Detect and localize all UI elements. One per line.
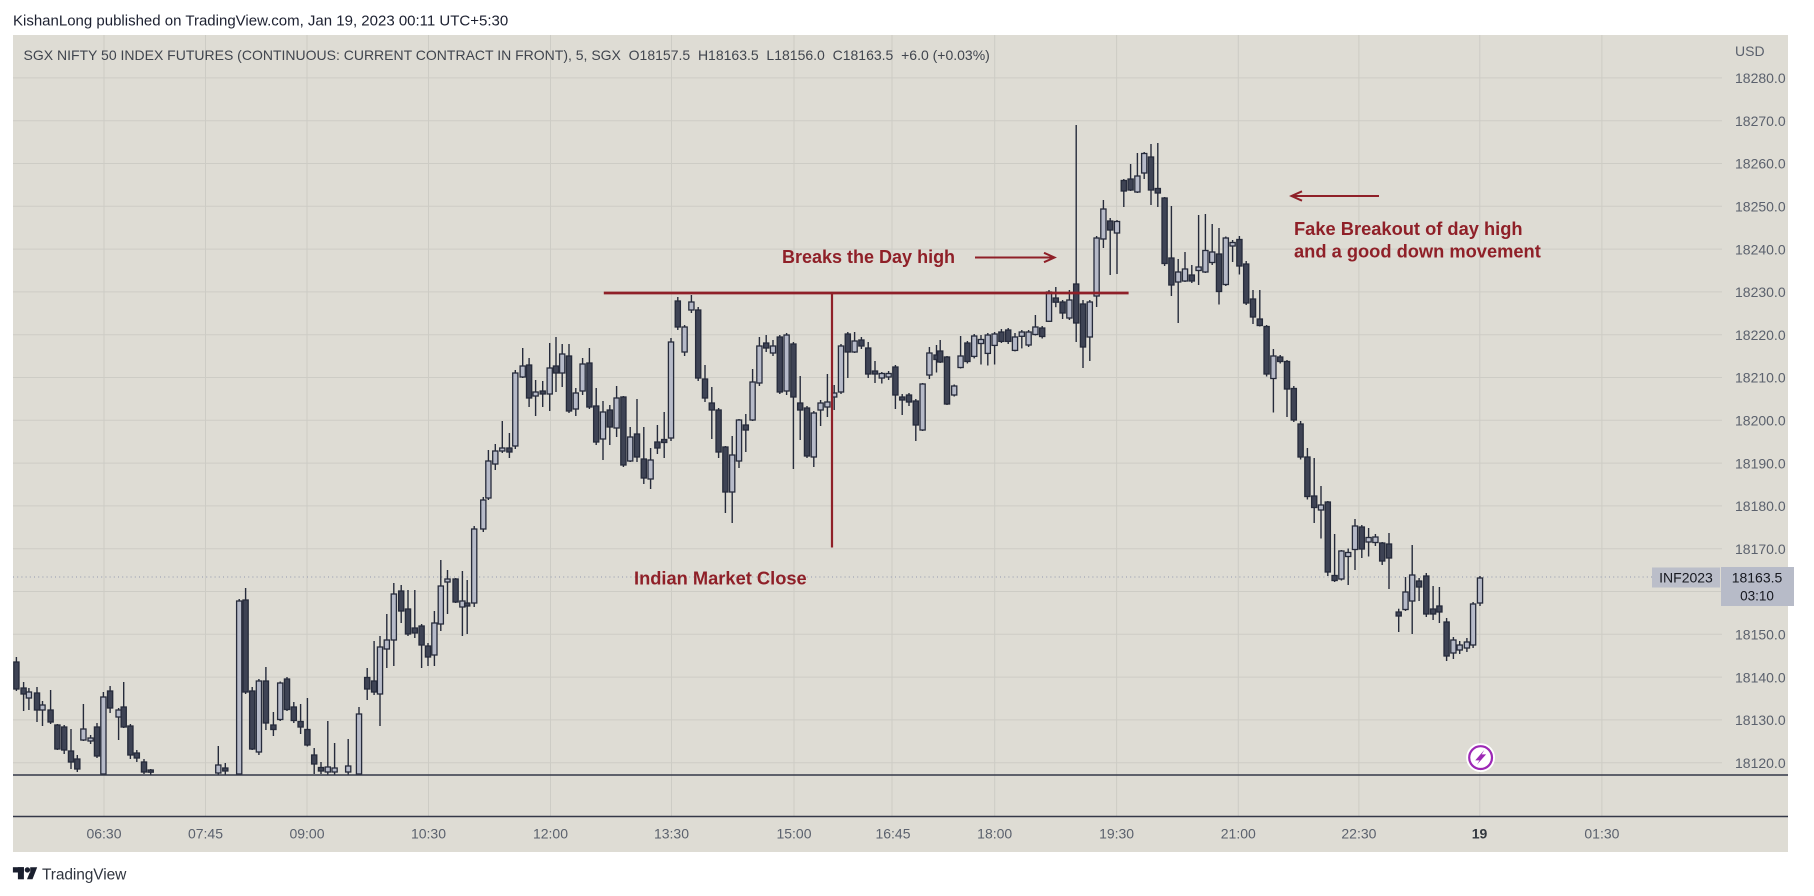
svg-text:18120.0: 18120.0	[1735, 755, 1786, 771]
svg-text:18270.0: 18270.0	[1735, 113, 1786, 129]
svg-text:18150.0: 18150.0	[1735, 627, 1786, 643]
svg-text:18170.0: 18170.0	[1735, 541, 1786, 557]
svg-text:18220.0: 18220.0	[1735, 327, 1786, 343]
svg-text:18130.0: 18130.0	[1735, 712, 1786, 728]
svg-text:03:10: 03:10	[1740, 589, 1774, 604]
svg-text:and a good down movement: and a good down movement	[1294, 241, 1541, 262]
svg-text:19:30: 19:30	[1099, 826, 1134, 842]
svg-text:18280.0: 18280.0	[1735, 70, 1786, 86]
svg-text:INF2023: INF2023	[1659, 570, 1713, 586]
svg-text:USD: USD	[1735, 43, 1765, 59]
svg-text:KishanLong published on Tradin: KishanLong published on TradingView.com,…	[13, 13, 508, 30]
svg-text:16:45: 16:45	[875, 826, 910, 842]
svg-text:Fake Breakout of day high: Fake Breakout of day high	[1294, 218, 1523, 239]
svg-text:18163.5: 18163.5	[1732, 570, 1783, 586]
svg-text:09:00: 09:00	[289, 826, 324, 842]
svg-text:10:30: 10:30	[411, 826, 446, 842]
svg-text:21:00: 21:00	[1221, 826, 1256, 842]
svg-text:Breaks the Day high: Breaks the Day high	[782, 247, 955, 267]
svg-text:19: 19	[1472, 826, 1488, 842]
svg-text:07:45: 07:45	[188, 826, 223, 842]
svg-text:18210.0: 18210.0	[1735, 370, 1786, 386]
svg-text:Indian Market Close: Indian Market Close	[634, 568, 807, 589]
svg-text:18240.0: 18240.0	[1735, 241, 1786, 257]
svg-text:18180.0: 18180.0	[1735, 498, 1786, 514]
svg-text:18230.0: 18230.0	[1735, 284, 1786, 300]
svg-text:01:30: 01:30	[1584, 826, 1619, 842]
svg-text:18260.0: 18260.0	[1735, 156, 1786, 172]
svg-text:13:30: 13:30	[654, 826, 689, 842]
svg-text:15:00: 15:00	[776, 826, 811, 842]
svg-text:TradingView: TradingView	[42, 867, 127, 884]
svg-text:SGX NIFTY 50 INDEX FUTURES (CO: SGX NIFTY 50 INDEX FUTURES (CONTINUOUS: …	[24, 47, 990, 63]
svg-text:22:30: 22:30	[1341, 826, 1376, 842]
svg-text:18200.0: 18200.0	[1735, 413, 1786, 429]
svg-text:18250.0: 18250.0	[1735, 199, 1786, 215]
svg-text:06:30: 06:30	[86, 826, 121, 842]
svg-text:18140.0: 18140.0	[1735, 669, 1786, 685]
svg-text:12:00: 12:00	[533, 826, 568, 842]
svg-text:18:00: 18:00	[977, 826, 1012, 842]
svg-text:18190.0: 18190.0	[1735, 455, 1786, 471]
